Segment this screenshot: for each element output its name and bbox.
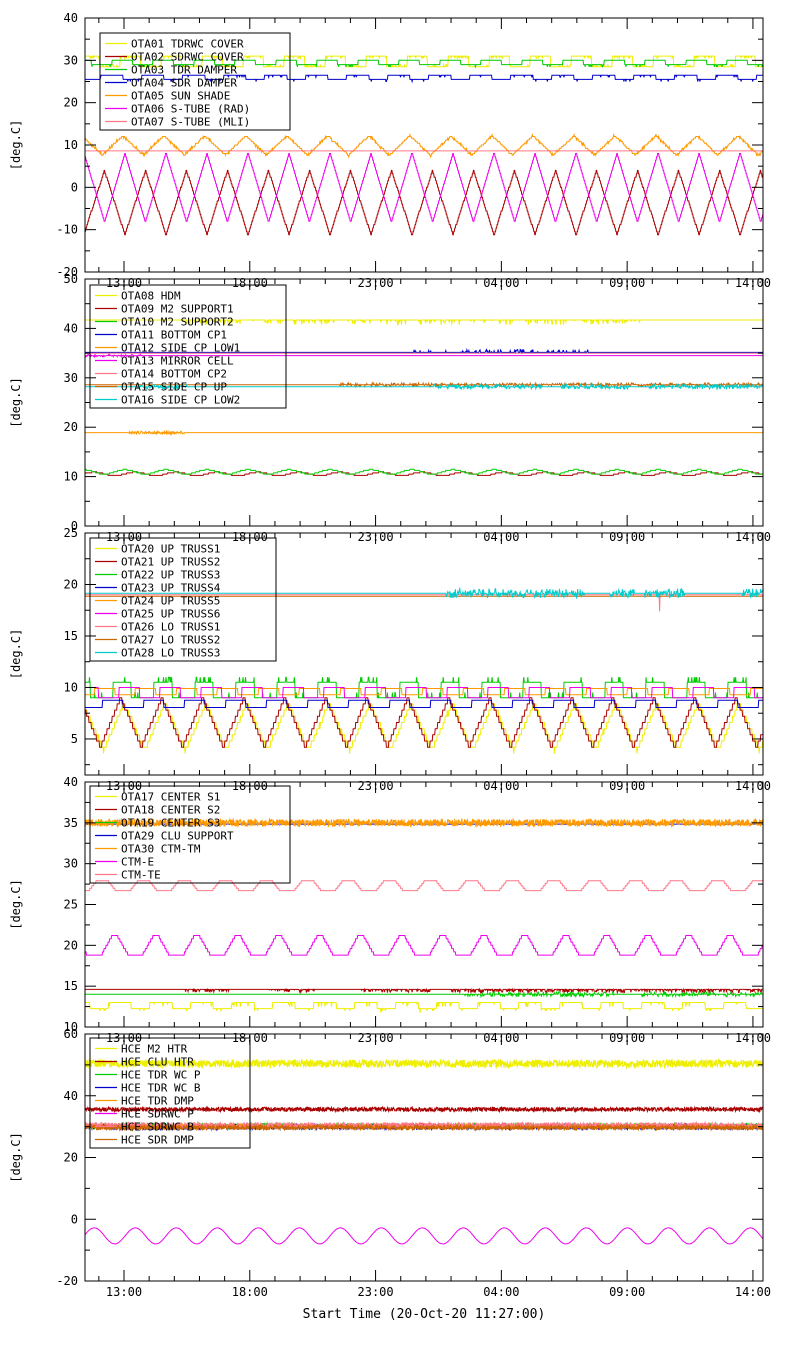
- y-tick-label: 10: [64, 138, 78, 152]
- x-tick-label: 09:00: [609, 1285, 645, 1299]
- x-tick-label: 04:00: [483, 1285, 519, 1299]
- legend-label: OTA03 TDR DAMPER: [131, 64, 237, 77]
- legend-label: OTA24 UP TRUSS5: [121, 595, 220, 608]
- y-tick-label: 15: [64, 979, 78, 993]
- legend-label: OTA14 BOTTOM CP2: [121, 368, 227, 381]
- legend-label: OTA25 UP TRUSS6: [121, 608, 220, 621]
- y-tick-label: 50: [64, 272, 78, 286]
- x-tick-label: 13:00: [106, 1285, 142, 1299]
- y-tick-label: 10: [64, 470, 78, 484]
- y-tick-label: 60: [64, 1027, 78, 1041]
- legend-label: OTA07 S-TUBE (MLI): [131, 116, 250, 129]
- legend-label: OTA10 M2 SUPPORT2: [121, 316, 234, 329]
- y-tick-label: 20: [64, 1151, 78, 1165]
- legend-label: OTA15 SIDE CP UP: [121, 381, 227, 394]
- chart-svg: -20 -10 0 10 20 30 40 13:00 18:00 23:00 04:00 09:00…: [0, 0, 800, 1350]
- y-tick-label: 35: [64, 816, 78, 830]
- y-tick-label: -20: [56, 1274, 78, 1288]
- y-tick-label: 10: [64, 680, 78, 694]
- x-tick-label: 23:00: [358, 1285, 394, 1299]
- telemetry-figure: -20 -10 0 10 20 30 40 13:00 18:00 23:00 04:00 09:00…: [0, 0, 800, 1350]
- y-tick-label: 40: [64, 321, 78, 335]
- y-tick-label: 20: [64, 96, 78, 110]
- legend-label: OTA20 UP TRUSS1: [121, 543, 220, 556]
- legend-label: OTA05 SUN SHADE: [131, 90, 230, 103]
- y-axis-title: [deg.C]: [9, 120, 23, 171]
- x-tick-label: 18:00: [232, 1285, 268, 1299]
- y-tick-label: 5: [71, 732, 78, 746]
- legend-label: OTA29 CLU SUPPORT: [121, 830, 234, 843]
- legend-label: HCE TDR WC P: [121, 1069, 201, 1082]
- legend-label: OTA01 TDRWC COVER: [131, 38, 244, 51]
- legend-label: CTM-TE: [121, 869, 161, 882]
- legend-label: OTA22 UP TRUSS3: [121, 569, 220, 582]
- legend-label: HCE SDR DMP: [121, 1134, 194, 1147]
- y-tick-label: 40: [64, 11, 78, 25]
- y-tick-label: 20: [64, 420, 78, 434]
- legend-label: OTA02 SDRWC COVER: [131, 51, 244, 64]
- y-tick-label: 0: [71, 180, 78, 194]
- legend-label: OTA27 LO TRUSS2: [121, 634, 220, 647]
- y-axis-title: [deg.C]: [9, 879, 23, 930]
- legend-label: OTA17 CENTER S1: [121, 791, 220, 804]
- y-axis-title: [deg.C]: [9, 377, 23, 428]
- legend-label: OTA11 BOTTOM CP1: [121, 329, 227, 342]
- legend-label: OTA08 HDM: [121, 290, 181, 303]
- y-tick-label: -10: [56, 223, 78, 237]
- legend-label: HCE TDR DMP: [121, 1095, 194, 1108]
- legend-label: HCE SDRWC B: [121, 1121, 194, 1134]
- legend-label: HCE TDR WC B: [121, 1082, 201, 1095]
- y-tick-label: 0: [71, 1212, 78, 1226]
- legend-label: OTA19 CENTER S3: [121, 817, 220, 830]
- legend-label: OTA21 UP TRUSS2: [121, 556, 220, 569]
- y-tick-label: 25: [64, 898, 78, 912]
- y-tick-label: 25: [64, 526, 78, 540]
- y-tick-label: 40: [64, 775, 78, 789]
- legend-label: OTA09 M2 SUPPORT1: [121, 303, 234, 316]
- y-tick-label: 20: [64, 577, 78, 591]
- legend-label: HCE CLU HTR: [121, 1056, 194, 1069]
- legend-label: OTA26 LO TRUSS1: [121, 621, 220, 634]
- legend-label: OTA13 MIRROR CELL: [121, 355, 234, 368]
- legend-label: OTA16 SIDE CP LOW2: [121, 394, 240, 407]
- legend-label: OTA04 SDR DAMPER: [131, 77, 237, 90]
- y-tick-label: 30: [64, 857, 78, 871]
- x-axis-title: Start Time (20-Oct-20 11:27:00): [303, 1307, 546, 1322]
- legend-label: OTA30 CTM-TM: [121, 843, 201, 856]
- legend-label: OTA23 UP TRUSS4: [121, 582, 221, 595]
- y-tick-label: 30: [64, 53, 78, 67]
- x-tick-label: 14:00: [735, 1285, 771, 1299]
- legend-label: OTA12 SIDE CP LOW1: [121, 342, 240, 355]
- y-tick-label: 30: [64, 371, 78, 385]
- y-axis-title: [deg.C]: [9, 629, 23, 680]
- legend-label: OTA28 LO TRUSS3: [121, 647, 220, 660]
- y-axis-title: [deg.C]: [9, 1132, 23, 1183]
- legend-label: OTA18 CENTER S2: [121, 804, 220, 817]
- legend-label: CTM-E: [121, 856, 154, 869]
- y-tick-label: 20: [64, 938, 78, 952]
- y-tick-label: 40: [64, 1089, 78, 1103]
- y-tick-label: 15: [64, 629, 78, 643]
- legend-label: HCE M2 HTR: [121, 1043, 188, 1056]
- legend-label: HCE SDRWC P: [121, 1108, 194, 1121]
- legend-label: OTA06 S-TUBE (RAD): [131, 103, 250, 116]
